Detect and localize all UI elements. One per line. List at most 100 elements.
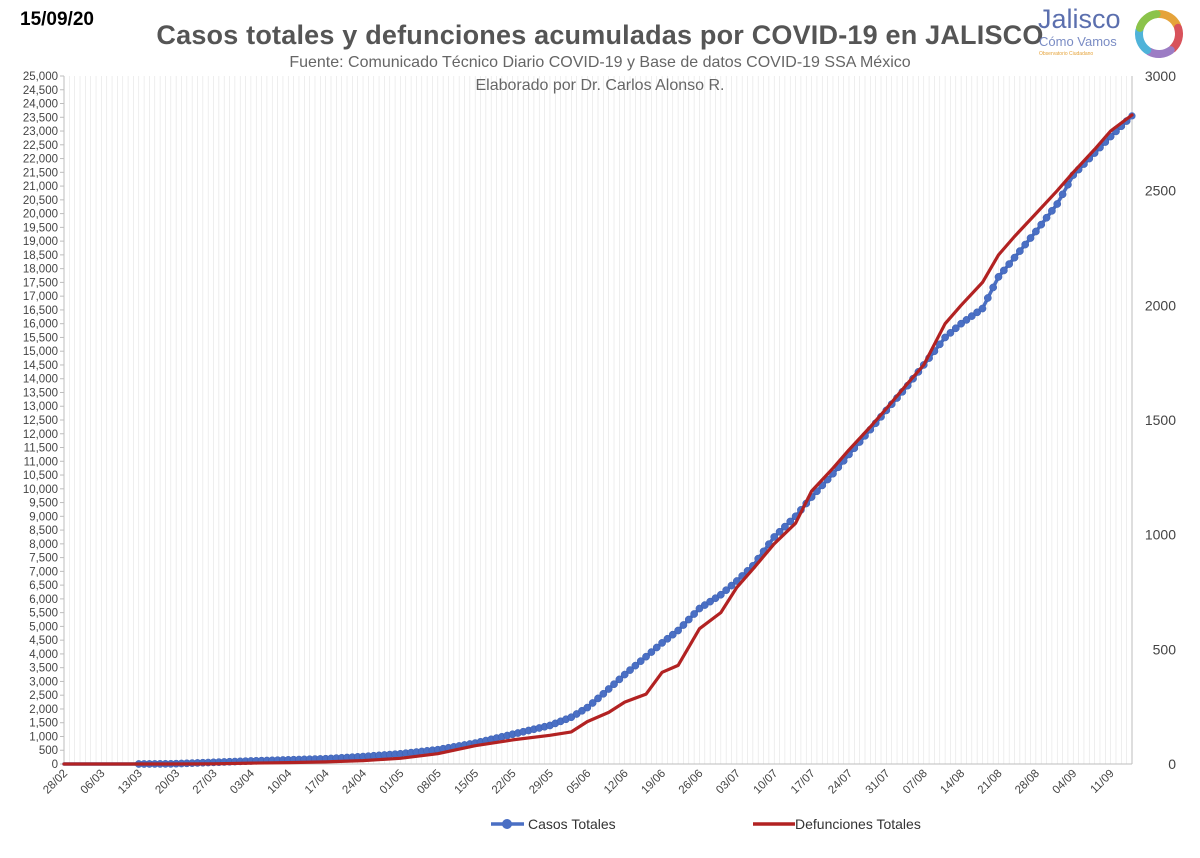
data-point <box>967 312 976 320</box>
data-point <box>775 527 784 536</box>
data-point <box>610 680 618 689</box>
data-point <box>1026 234 1035 242</box>
data-point <box>711 594 720 603</box>
right-tick-label: 3000 <box>1145 68 1176 84</box>
right-tick-label: 1500 <box>1145 412 1176 428</box>
x-tick-label: 28/02 <box>41 768 70 797</box>
left-tick-label: 11,500 <box>24 443 58 455</box>
left-tick-label: 16,000 <box>23 319 58 331</box>
left-tick-label: 4,500 <box>29 635 58 647</box>
data-point <box>978 304 987 313</box>
left-tick-label: 6,500 <box>29 580 58 592</box>
data-point <box>642 652 650 661</box>
data-point <box>615 675 624 684</box>
logo-ring-segment <box>1135 26 1152 55</box>
x-tick-label: 05/06 <box>565 768 594 797</box>
data-point <box>583 703 592 712</box>
logo-ring-segment <box>1168 23 1183 53</box>
x-tick-label: 08/05 <box>415 768 444 797</box>
data-point <box>1058 190 1067 199</box>
data-point <box>957 319 965 328</box>
x-tick-label: 29/05 <box>527 768 556 797</box>
x-axis-ticks: 28/02 06/03 13/03 20/03 27/03 03/04 10/04 17/04… <box>41 767 1116 796</box>
left-tick-label: 17,500 <box>23 277 58 289</box>
data-point <box>706 597 714 606</box>
data-point <box>700 601 709 609</box>
data-point <box>1005 260 1014 268</box>
logo-small-text: Observatorio Ciudadano <box>1039 51 1094 57</box>
x-tick-label: 31/07 <box>864 768 893 797</box>
x-tick-label: 10/04 <box>266 767 295 796</box>
data-point <box>722 586 731 595</box>
logo-ring-icon <box>1135 10 1183 58</box>
left-tick-label: 1,500 <box>29 718 58 730</box>
data-point <box>1037 220 1046 229</box>
x-tick-label: 12/06 <box>602 768 631 797</box>
x-tick-label: 01/05 <box>378 768 407 797</box>
data-point <box>1016 247 1024 255</box>
data-point <box>647 648 656 656</box>
left-tick-label: 3,500 <box>29 663 58 675</box>
data-point <box>1048 206 1056 215</box>
data-point <box>1042 213 1051 222</box>
left-tick-label: 15,000 <box>23 346 58 358</box>
left-tick-label: 14,000 <box>23 374 58 386</box>
right-tick-label: 2000 <box>1145 297 1176 313</box>
data-point <box>962 316 971 324</box>
left-tick-label: 19,500 <box>23 222 58 234</box>
logo: Jalisco Cómo Vamos Observatorio Ciudadan… <box>1038 4 1122 58</box>
data-point <box>620 670 629 679</box>
series-line-defunciones <box>62 113 1134 766</box>
x-tick-label: 14/08 <box>938 768 967 797</box>
left-tick-label: 15,500 <box>23 332 58 344</box>
left-tick-label: 12,000 <box>23 429 58 441</box>
left-tick-label: 11,000 <box>24 456 58 468</box>
left-tick-label: 18,500 <box>23 250 58 262</box>
data-point <box>1053 200 1062 208</box>
left-tick-label: 5,500 <box>29 608 58 620</box>
data-point <box>727 581 736 590</box>
right-tick-label: 2500 <box>1145 183 1176 199</box>
left-tick-label: 8,000 <box>29 539 58 551</box>
x-tick-label: 03/07 <box>714 768 743 797</box>
left-tick-label: 23,500 <box>23 112 58 124</box>
data-point <box>695 604 704 613</box>
data-point <box>674 626 682 635</box>
right-tick-label: 0 <box>1168 756 1176 772</box>
data-point <box>1032 227 1040 236</box>
x-tick-label: 22/05 <box>490 768 519 797</box>
left-tick-label: 21,000 <box>23 181 58 193</box>
left-tick-label: 18,000 <box>23 264 58 276</box>
data-point <box>716 590 725 599</box>
left-tick-label: 24,000 <box>23 99 58 111</box>
left-tick-label: 12,500 <box>23 415 58 427</box>
left-tick-label: 8,500 <box>29 525 58 537</box>
logo-tagline: Cómo Vamos <box>1039 34 1117 49</box>
legend-marker-casos <box>502 819 512 829</box>
chart-subtitle: Fuente: Comunicado Técnico Diario COVID-… <box>289 54 911 71</box>
left-tick-label: 20,000 <box>23 209 58 221</box>
legend-label-casos: Casos Totales <box>528 816 616 832</box>
logo-ring-segment <box>1155 10 1182 30</box>
x-tick-label: 06/03 <box>79 768 108 797</box>
left-tick-label: 20,500 <box>23 195 58 207</box>
left-tick-label: 24,500 <box>23 85 58 97</box>
data-point <box>941 333 949 342</box>
x-tick-label: 13/03 <box>116 768 145 797</box>
left-tick-label: 13,500 <box>23 387 58 399</box>
x-tick-label: 07/08 <box>901 768 930 797</box>
logo-ring-segment <box>1135 10 1161 32</box>
data-point <box>983 294 992 302</box>
data-point <box>994 273 1003 281</box>
left-tick-label: 4,000 <box>29 649 58 661</box>
x-tick-label: 27/03 <box>191 768 220 797</box>
data-point <box>652 643 661 652</box>
x-tick-label: 24/04 <box>340 767 369 796</box>
data-point <box>626 666 634 674</box>
left-tick-label: 17,000 <box>23 291 58 303</box>
data-point <box>770 533 779 541</box>
data-point <box>946 329 955 337</box>
date-stamp: 15/09/20 <box>20 9 94 30</box>
left-tick-label: 14,500 <box>23 360 58 372</box>
